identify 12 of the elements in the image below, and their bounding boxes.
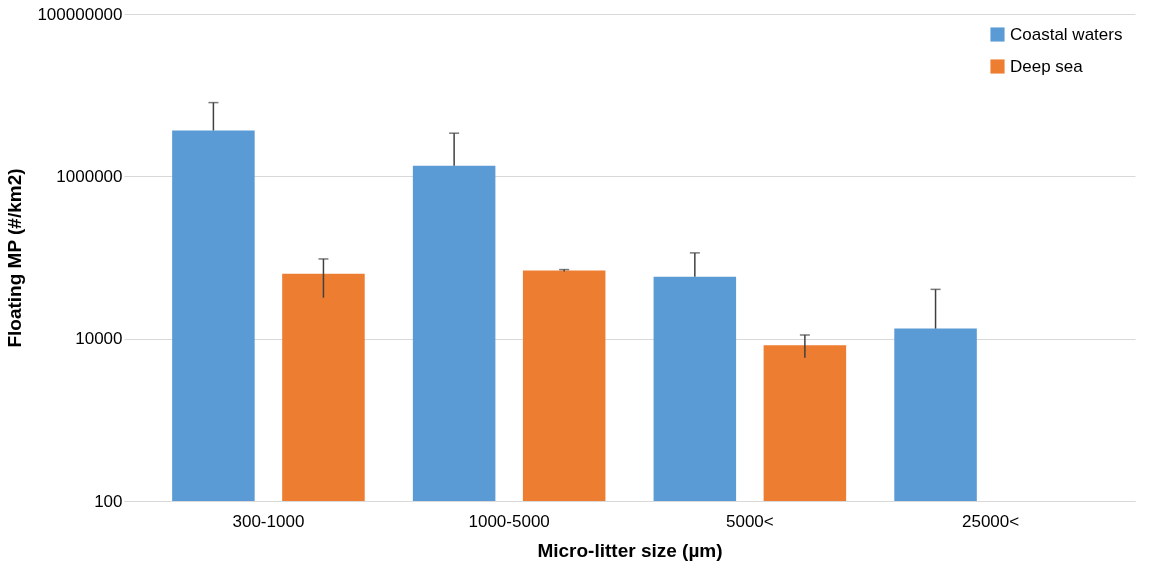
x-tick-label: 25000< [961, 511, 1020, 531]
y-tick-label: 100 [94, 491, 123, 511]
x-tick-label: 300-1000 [232, 511, 305, 531]
x-axis-title: Micro-litter size (µm) [537, 539, 723, 561]
x-tick-label: 1000-5000 [468, 511, 550, 531]
y-axis-title: Floating MP (#/km2) [4, 168, 26, 348]
x-tick-label: 5000< [725, 511, 774, 531]
y-tick-label: 10000 [75, 329, 123, 349]
legend-label: Coastal waters [1010, 24, 1123, 44]
y-tick-label: 100000000 [37, 4, 123, 24]
y-tick-label: 1000000 [56, 166, 123, 186]
legend-label: Deep sea [1010, 56, 1084, 76]
